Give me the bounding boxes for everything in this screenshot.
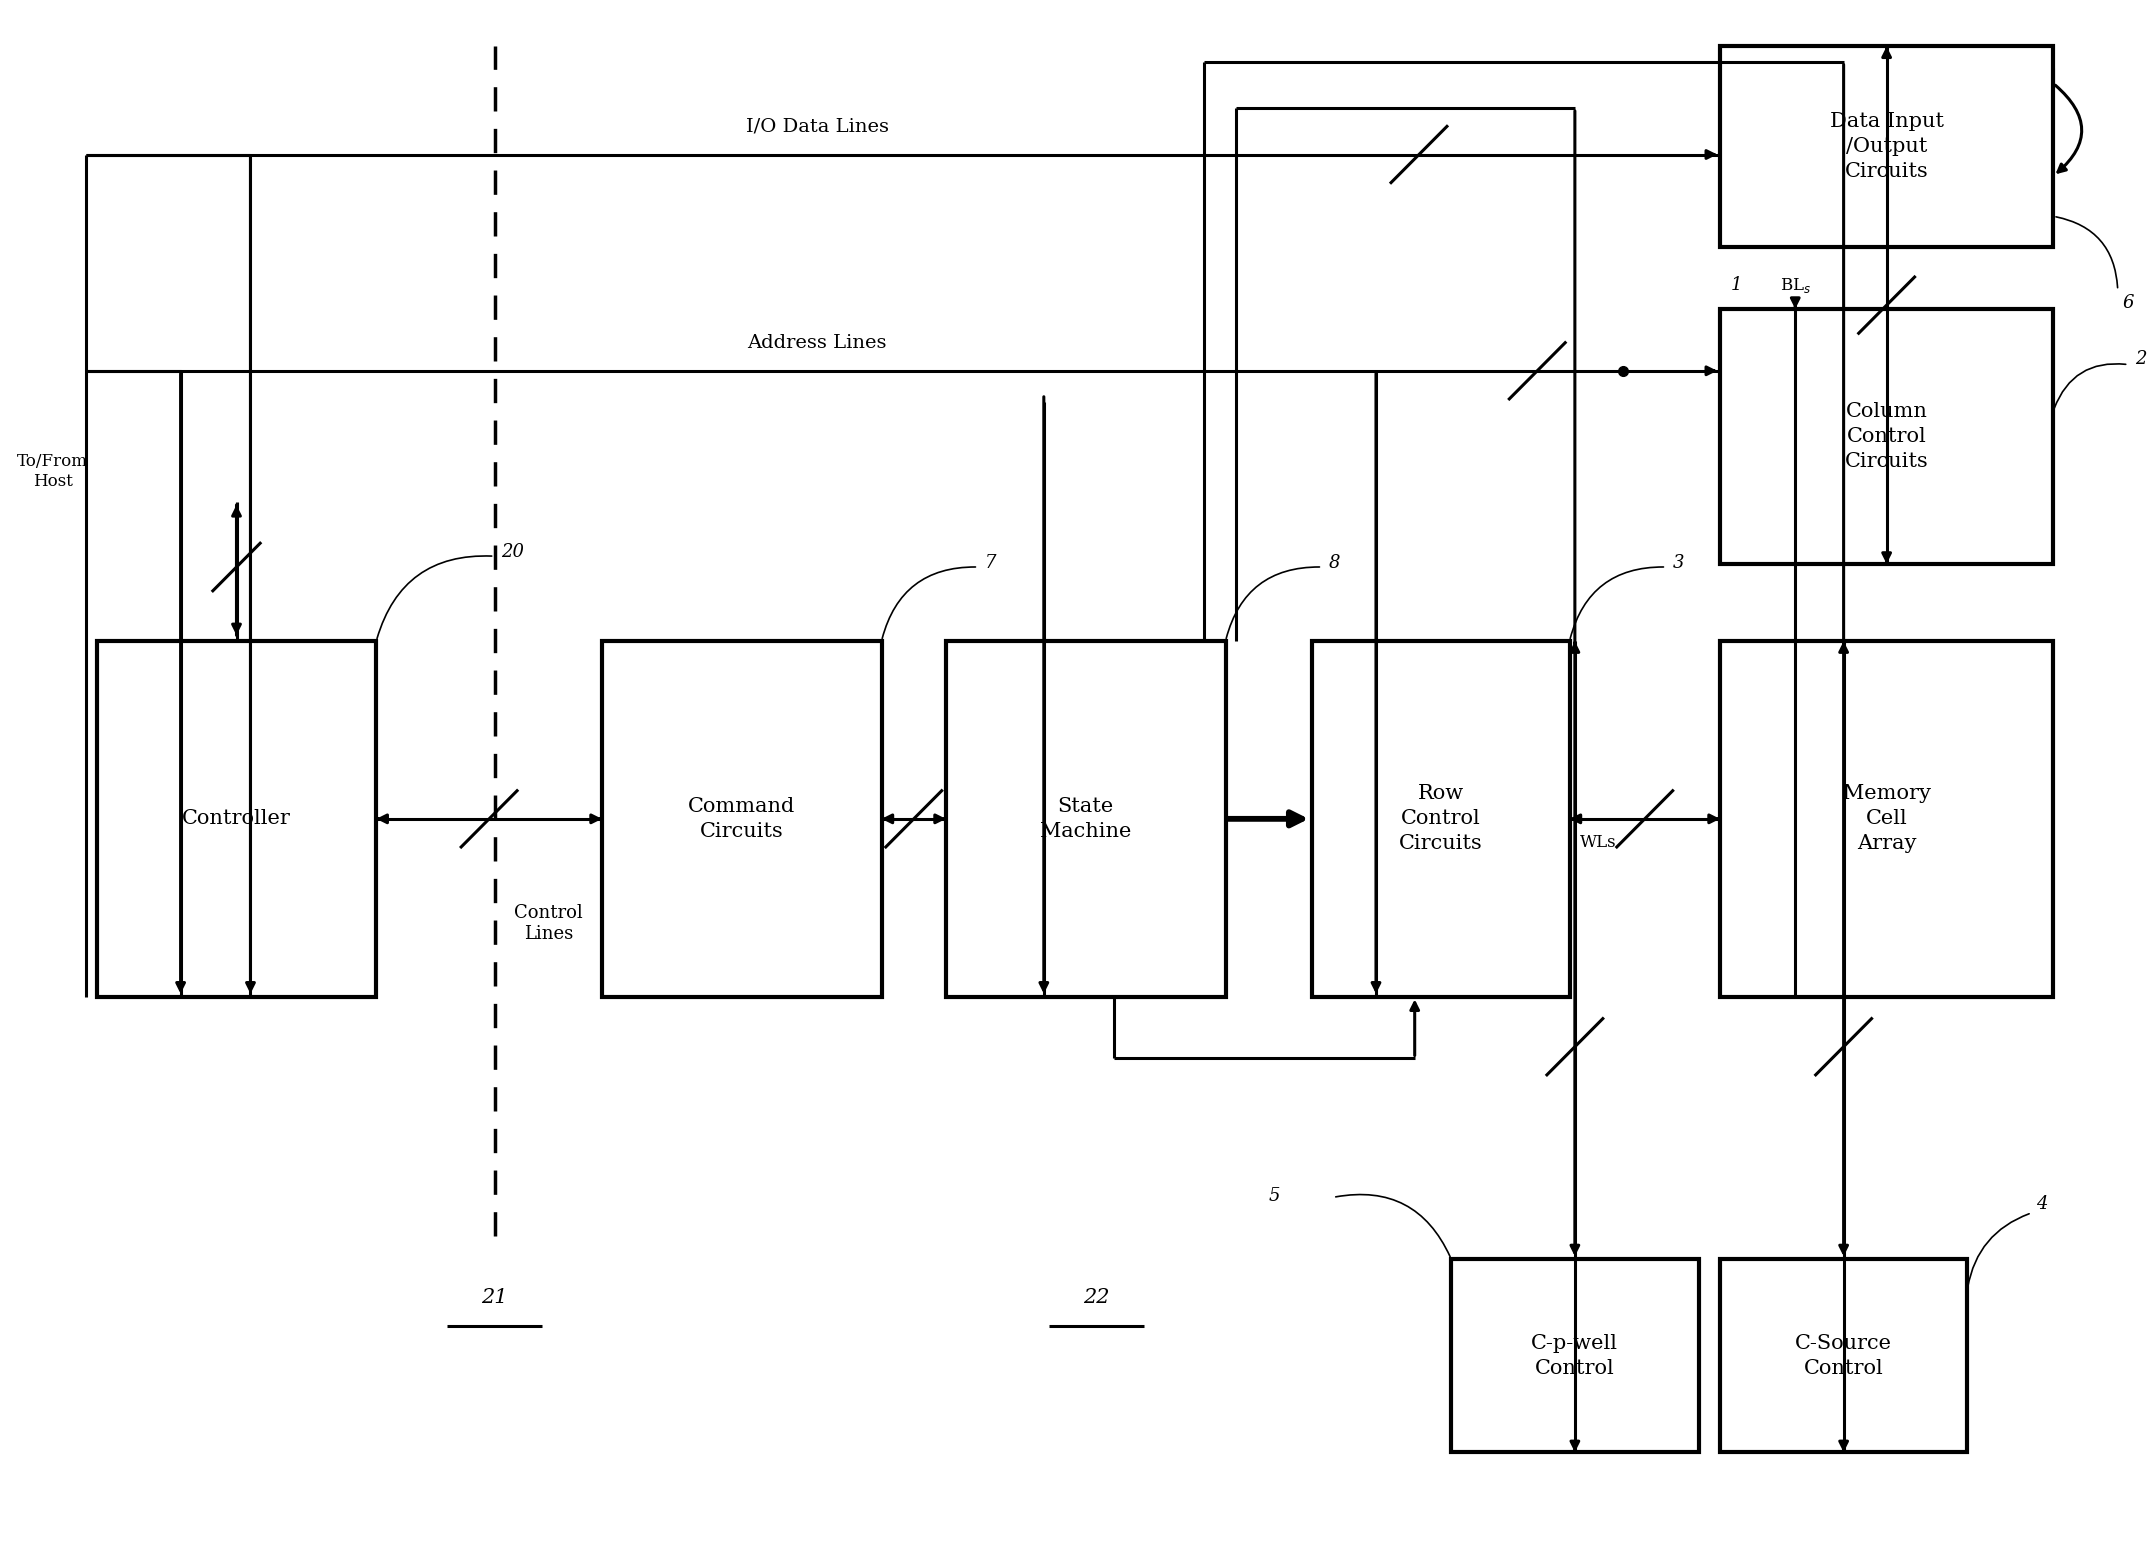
Bar — [602, 641, 882, 997]
Text: Command
Circuits: Command Circuits — [688, 797, 796, 840]
Bar — [1451, 1259, 1698, 1452]
Text: Control
Lines: Control Lines — [514, 904, 583, 942]
Bar — [1720, 641, 2053, 997]
Text: Row
Control
Circuits: Row Control Circuits — [1400, 785, 1481, 853]
Text: Controller: Controller — [183, 810, 290, 828]
Text: 21: 21 — [482, 1289, 507, 1307]
Text: 5: 5 — [1268, 1187, 1279, 1205]
Text: 20: 20 — [501, 542, 525, 561]
Text: C-Source
Control: C-Source Control — [1795, 1333, 1892, 1378]
Text: Column
Control
Circuits: Column Control Circuits — [1845, 402, 1929, 471]
Text: 22: 22 — [1084, 1289, 1109, 1307]
Bar — [1312, 641, 1570, 997]
Text: BL$_s$: BL$_s$ — [1780, 277, 1812, 295]
Bar — [97, 641, 376, 997]
Text: 7: 7 — [985, 553, 995, 572]
Text: WLs: WLs — [1580, 834, 1617, 851]
Text: Memory
Cell
Array: Memory Cell Array — [1843, 785, 1931, 853]
Text: 1: 1 — [1731, 277, 1742, 295]
Bar — [1720, 46, 2053, 247]
Text: 6: 6 — [2122, 294, 2133, 312]
Text: Data Input
/Output
Circuits: Data Input /Output Circuits — [1830, 113, 1944, 181]
Text: 2: 2 — [2135, 349, 2146, 368]
Text: State
Machine: State Machine — [1041, 797, 1131, 840]
Bar — [946, 641, 1226, 997]
Bar — [1720, 309, 2053, 564]
Bar — [1720, 1259, 1967, 1452]
Text: Address Lines: Address Lines — [748, 334, 886, 352]
Text: C-p-well
Control: C-p-well Control — [1531, 1333, 1619, 1378]
Text: 4: 4 — [2036, 1194, 2047, 1213]
Text: 8: 8 — [1329, 553, 1339, 572]
Text: 3: 3 — [1673, 553, 1683, 572]
Text: I/O Data Lines: I/O Data Lines — [746, 117, 888, 136]
Text: To/From
Host: To/From Host — [17, 453, 88, 490]
